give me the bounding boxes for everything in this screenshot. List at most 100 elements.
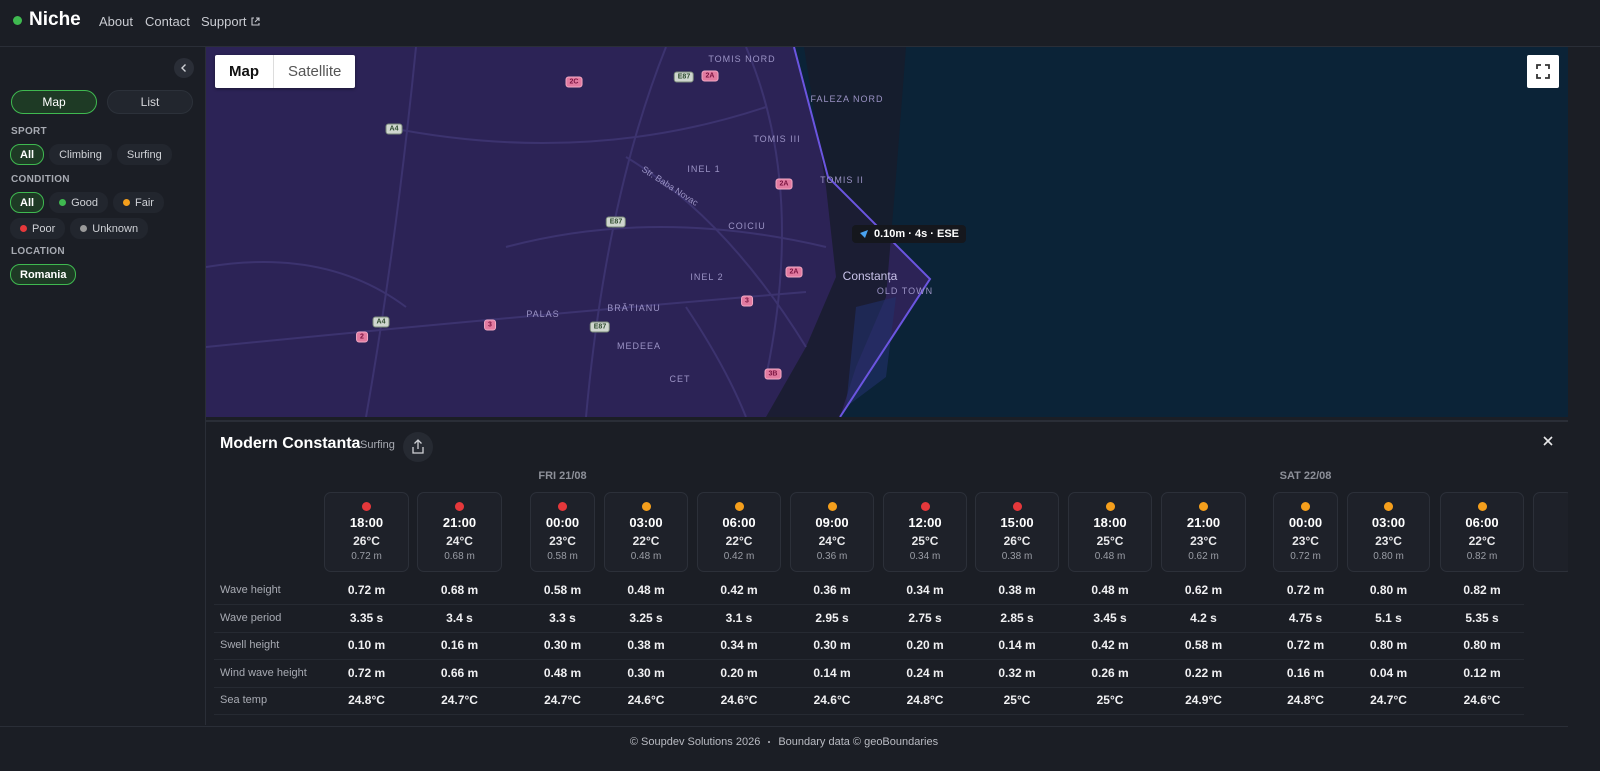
row-value: 0.38 m bbox=[627, 638, 665, 652]
view-tab[interactable]: Map bbox=[11, 90, 97, 114]
slot-wave: 0.58 m bbox=[547, 551, 578, 562]
chip-text: Romania bbox=[20, 268, 67, 281]
row-value: 25°C bbox=[1003, 693, 1031, 707]
forecast-card[interactable]: 03:00 23°C 0.80 m bbox=[1347, 492, 1430, 572]
forecast-card[interactable]: 12:00 25°C 0.34 m bbox=[883, 492, 967, 572]
condition-dot bbox=[1477, 502, 1487, 511]
slot-wave: 0.38 m bbox=[1001, 551, 1033, 562]
filter-chip[interactable]: Unknown bbox=[70, 218, 149, 239]
slot-time: 21:00 bbox=[1186, 515, 1221, 530]
chip-text: Fair bbox=[134, 196, 154, 209]
forecast-card[interactable]: 21:00 24°C 0.68 m bbox=[417, 492, 502, 572]
condition-dot bbox=[80, 225, 88, 232]
slot-temp: 22°C bbox=[725, 534, 753, 548]
fullscreen-icon bbox=[1536, 64, 1550, 79]
row-value: 0.14 m bbox=[998, 638, 1036, 652]
place-label: Constanța bbox=[842, 269, 898, 283]
share-icon bbox=[412, 439, 424, 454]
forecast-card[interactable]: 15:00 26°C 0.38 m bbox=[975, 492, 1059, 572]
filter-chip[interactable]: All bbox=[10, 144, 45, 165]
slot-wave: 0.34 m bbox=[909, 551, 941, 562]
filter-chip[interactable]: Fair bbox=[112, 192, 164, 213]
slot-temp: 26°C bbox=[353, 534, 380, 548]
slot-temp: 23°C bbox=[1375, 534, 1402, 548]
condition-dot bbox=[122, 199, 130, 206]
forecast-card[interactable]: 18:00 25°C 0.48 m bbox=[1068, 492, 1152, 572]
row-divider bbox=[214, 604, 1524, 605]
row-value: 5.1 s bbox=[1375, 610, 1402, 625]
slot-time: 18:00 bbox=[1093, 515, 1127, 530]
row-value: 0.30 m bbox=[813, 638, 851, 652]
forecast-card[interactable]: 03:00 22°C 0.48 m bbox=[604, 492, 688, 572]
condition-dot bbox=[1301, 502, 1310, 511]
forecast-card[interactable]: 21:00 23°C 0.62 m bbox=[1161, 492, 1246, 572]
place-label: TOMIS II bbox=[820, 175, 864, 185]
row-divider bbox=[214, 631, 1524, 633]
chip-text: Poor bbox=[32, 222, 56, 235]
nav-link[interactable]: Support bbox=[201, 14, 261, 29]
condition-dot bbox=[59, 199, 67, 206]
row-value: 24.6°C bbox=[1463, 693, 1501, 707]
wave-tooltip[interactable]: 0.10m · 4s · ESE bbox=[852, 225, 966, 243]
brand[interactable]: Niche bbox=[29, 9, 81, 30]
row-value: 0.72 m bbox=[347, 583, 386, 597]
map[interactable]: Map Satellite TOMIS NORD FALEZA NORD TOMIS I… bbox=[206, 47, 1568, 417]
row-value: 2.95 s bbox=[815, 610, 849, 625]
road-shield: 3B bbox=[764, 368, 782, 380]
chip-text: Surfing bbox=[126, 148, 162, 161]
forecast-card[interactable]: 18:00 26°C 0.72 m bbox=[324, 492, 409, 572]
row-value: 25°C bbox=[1096, 693, 1124, 707]
share-button[interactable] bbox=[403, 432, 433, 462]
slot-time: 12:00 bbox=[908, 515, 942, 530]
condition-dot bbox=[641, 502, 651, 511]
row-value: 5.35 s bbox=[1465, 610, 1499, 625]
slot-wave: 0.68 m bbox=[444, 551, 475, 562]
row-value: 3.3 s bbox=[549, 610, 576, 625]
forecast-card[interactable]: 09:00 24°C 0.36 m bbox=[790, 492, 874, 572]
filter-chip[interactable]: All bbox=[10, 192, 45, 213]
slot-wave: 0.72 m bbox=[351, 551, 382, 562]
tooltip-text: 0.10m · 4s · ESE bbox=[874, 228, 959, 240]
row-divider bbox=[214, 714, 1524, 715]
forecast-card[interactable]: 00:00 23°C 0.58 m bbox=[530, 492, 595, 572]
condition-dot bbox=[1012, 502, 1022, 511]
forecast-card[interactable]: 06:00 22°C 0.42 m bbox=[697, 492, 781, 572]
map-type-tab[interactable]: Map bbox=[215, 55, 274, 88]
nav-link[interactable]: Contact bbox=[145, 14, 190, 29]
close-button[interactable] bbox=[1539, 432, 1557, 450]
condition-dot bbox=[362, 502, 371, 511]
condition-dot bbox=[920, 502, 930, 511]
forecast-card[interactable]: 00:00 23°C 0.72 m bbox=[1273, 492, 1338, 572]
filter-chip[interactable]: Romania bbox=[10, 264, 77, 285]
view-tab[interactable]: List bbox=[107, 90, 193, 114]
slot-temp: 23°C bbox=[549, 534, 576, 548]
filter-chip[interactable]: Climbing bbox=[49, 144, 112, 165]
road-shield: E87 bbox=[673, 71, 695, 83]
filter-chip[interactable]: Good bbox=[49, 192, 108, 213]
map-type-tab[interactable]: Satellite bbox=[288, 63, 342, 80]
filter-chip[interactable]: Poor bbox=[10, 218, 66, 239]
direction-arrow bbox=[860, 230, 868, 238]
road-shield: E87 bbox=[589, 321, 611, 333]
row-value: 0.80 m bbox=[1463, 638, 1501, 652]
row-value: 2.85 s bbox=[1000, 610, 1034, 625]
row-label: Swell height bbox=[220, 639, 280, 651]
place-label: BRĂTIANU bbox=[607, 303, 661, 313]
place-label: OLD TOWN bbox=[876, 286, 934, 296]
footer-text: Boundary data © geoBoundaries bbox=[778, 736, 939, 748]
slot-temp: 25°C bbox=[1096, 534, 1124, 548]
collapse-button[interactable] bbox=[174, 58, 194, 78]
row-value: 0.20 m bbox=[906, 638, 944, 652]
row-value: 0.04 m bbox=[1369, 665, 1408, 680]
row-value: 0.10 m bbox=[347, 638, 386, 652]
filter-chip[interactable]: Surfing bbox=[116, 144, 172, 165]
row-value: 0.66 m bbox=[440, 665, 479, 680]
nav-link[interactable]: About bbox=[99, 14, 133, 29]
map-canvas bbox=[206, 47, 1568, 417]
condition-dot bbox=[455, 502, 464, 511]
fullscreen-button[interactable] bbox=[1527, 55, 1559, 88]
forecast-card[interactable]: 06:00 22°C 0.82 m bbox=[1440, 492, 1524, 572]
slot-time: 15:00 bbox=[1000, 515, 1034, 530]
slot-wave: 0.82 m bbox=[1466, 551, 1498, 562]
slot-time: 18:00 bbox=[349, 515, 384, 530]
